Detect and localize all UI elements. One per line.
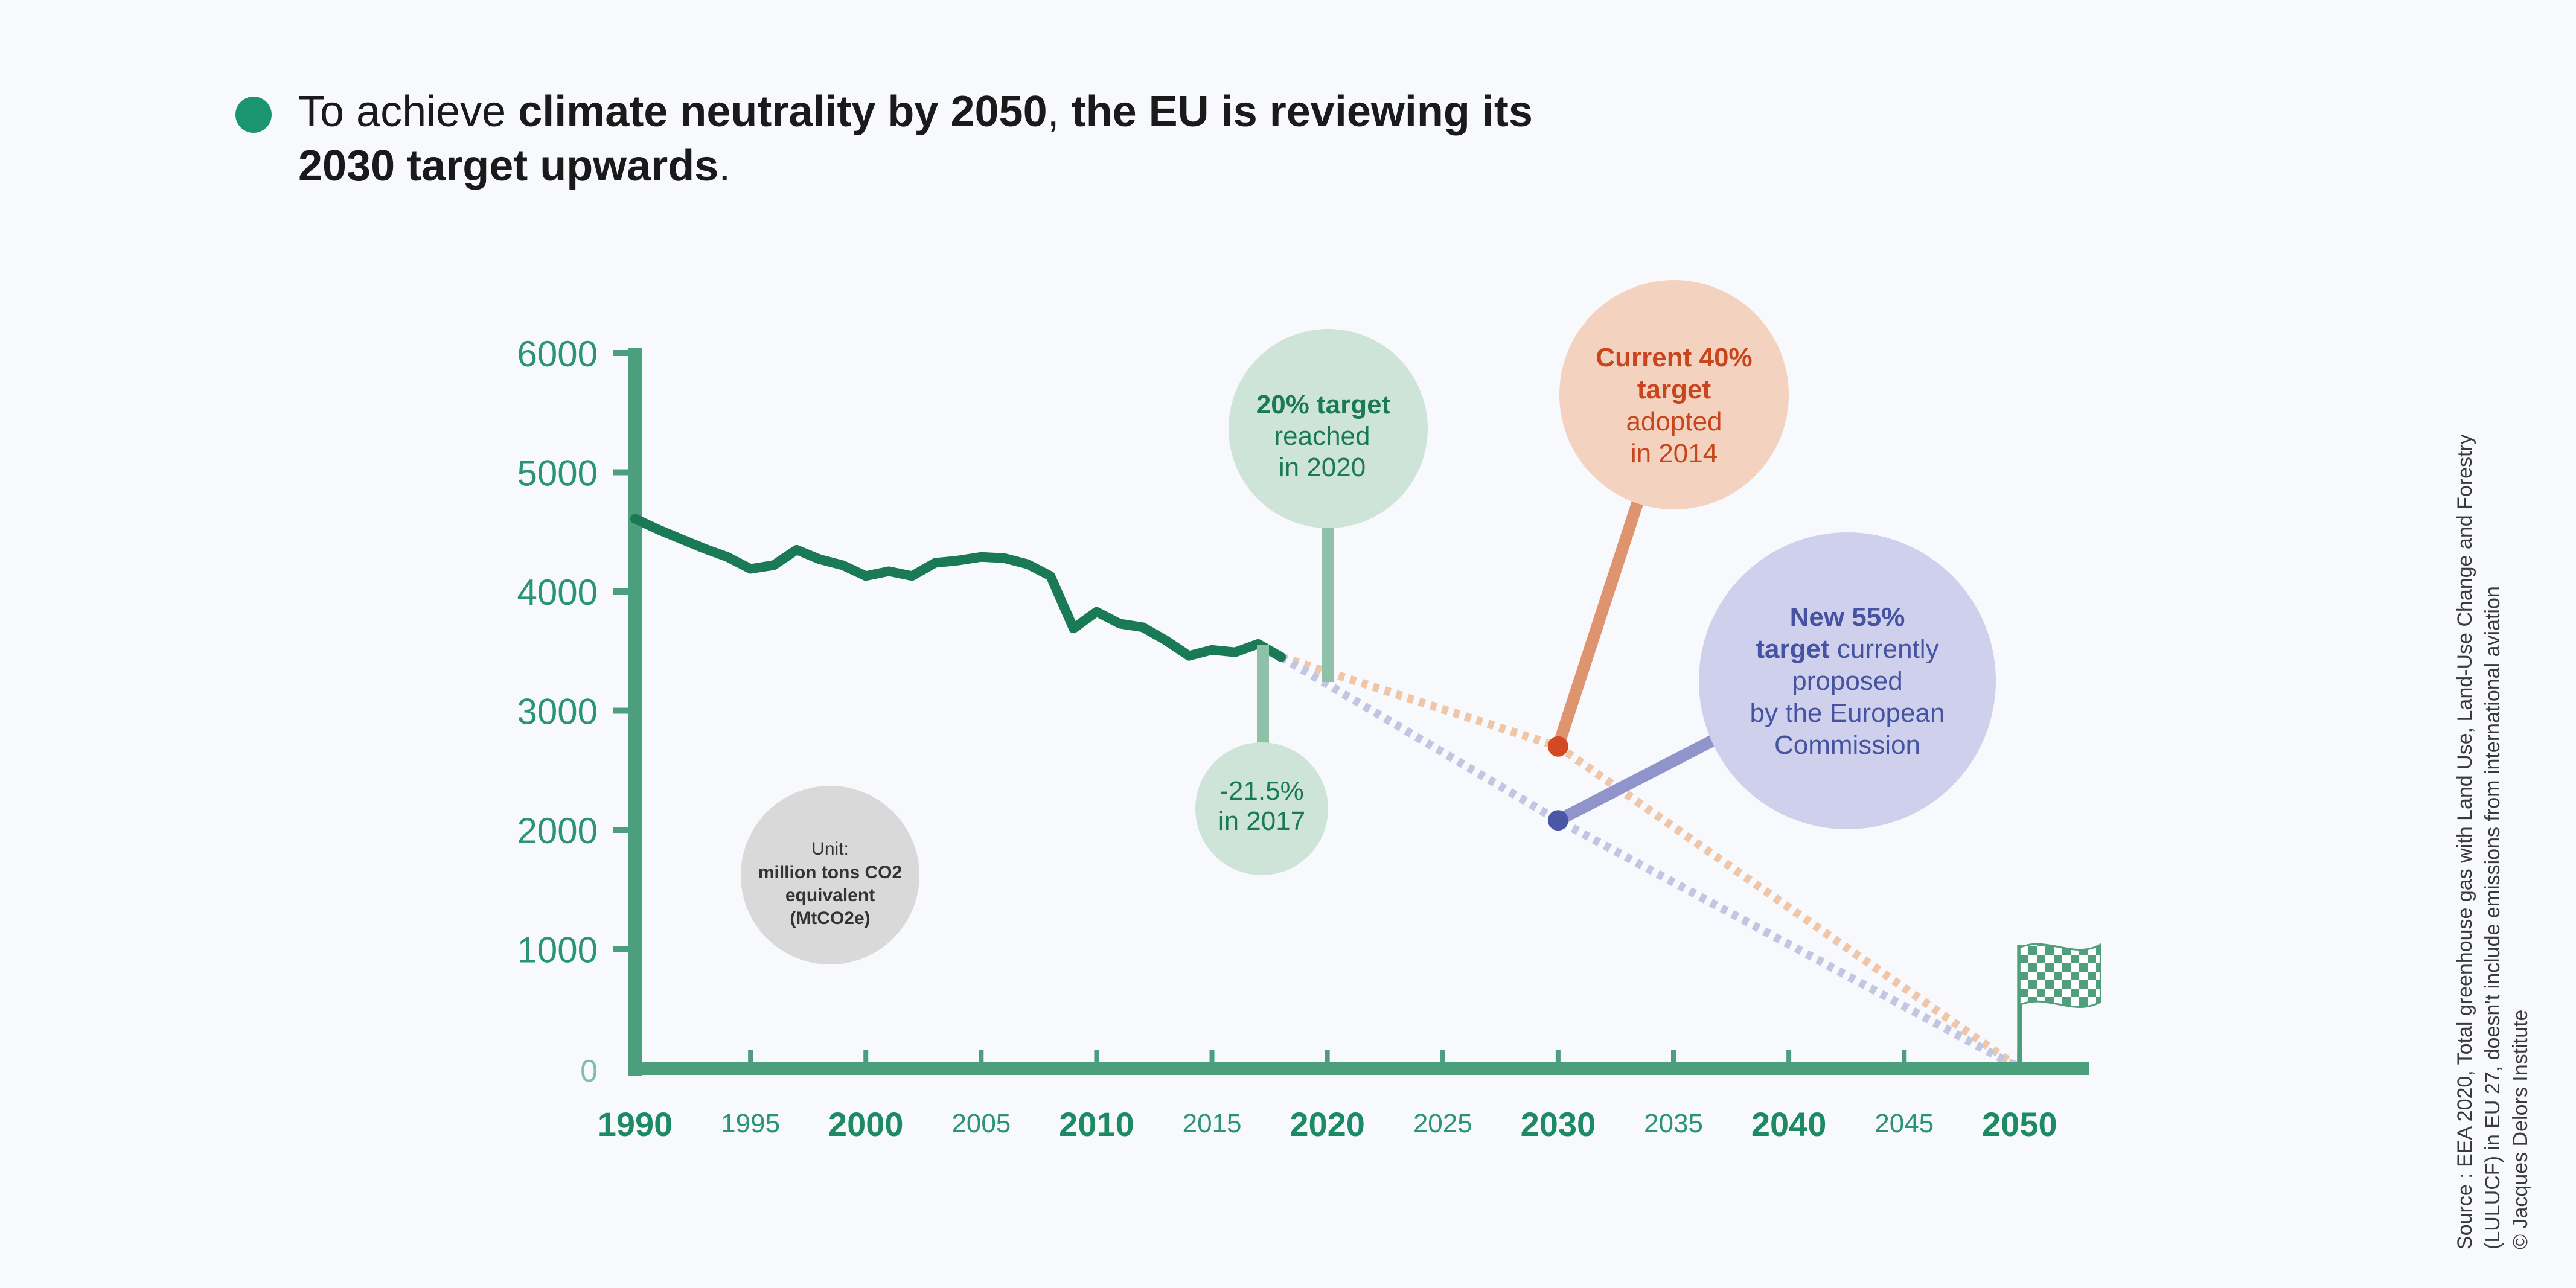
target-40-bubble bbox=[1559, 280, 1789, 509]
title-suffix: . bbox=[718, 142, 731, 190]
target-40-point bbox=[1547, 736, 1568, 757]
target-40-label: Current 40% bbox=[1596, 343, 1752, 372]
x-tick-label: 1995 bbox=[721, 1109, 780, 1138]
y-tick-label: 2000 bbox=[517, 811, 598, 851]
x-tick-label: 2000 bbox=[828, 1105, 904, 1143]
x-tick-label: 2040 bbox=[1751, 1105, 1827, 1143]
source-note: Source : EEA 2020, Total greenhouse gas … bbox=[2451, 284, 2534, 1249]
y-tick-label: 3000 bbox=[517, 692, 598, 732]
unit-label: (MtCO2e) bbox=[790, 908, 870, 928]
target-40-label: in 2014 bbox=[1631, 439, 1718, 468]
target-55-stem bbox=[1555, 728, 1730, 826]
copyright: © Jacques Delors Institute bbox=[2509, 1009, 2532, 1249]
target-20-label: reached bbox=[1274, 421, 1370, 451]
x-tick-label: 2025 bbox=[1413, 1109, 1472, 1138]
target-20-bubble bbox=[1229, 329, 1428, 528]
title-prefix: To achieve bbox=[298, 88, 519, 136]
y-tick-label: 0 bbox=[580, 1054, 598, 1089]
title-bold-2: the EU is reviewing its 2030 target upwa… bbox=[298, 88, 1533, 190]
reduction-label: -21.5% bbox=[1219, 776, 1303, 806]
target-55-point bbox=[1547, 810, 1568, 831]
source-line-2: (LULUCF) in EU 27, doesn't include emiss… bbox=[2481, 586, 2504, 1249]
x-tick-label: 2005 bbox=[951, 1109, 1011, 1138]
target-55-bubble bbox=[1699, 532, 1996, 829]
reduction-label: in 2017 bbox=[1218, 806, 1305, 836]
unit-label: million tons CO2 bbox=[758, 862, 902, 882]
source-line-1: Source : EEA 2020, Total greenhouse gas … bbox=[2453, 434, 2476, 1249]
x-tick-label: 1990 bbox=[598, 1105, 673, 1143]
target-20-label: 20% target bbox=[1256, 390, 1391, 419]
y-tick-label: 5000 bbox=[517, 453, 598, 494]
page-title: To achieve climate neutrality by 2050, t… bbox=[298, 84, 1626, 193]
x-tick-label: 2020 bbox=[1290, 1105, 1365, 1143]
reduction-bubble bbox=[1195, 742, 1328, 875]
unit-label: Unit: bbox=[811, 839, 849, 859]
unit-bubble bbox=[741, 786, 919, 964]
target-40-label: adopted bbox=[1626, 407, 1722, 436]
x-tick-label: 2010 bbox=[1059, 1105, 1134, 1143]
y-tick-label: 1000 bbox=[517, 930, 598, 971]
target-40-stem bbox=[1552, 496, 1645, 748]
x-tick-label: 2030 bbox=[1521, 1105, 1596, 1143]
target-55-label: by the European bbox=[1750, 698, 1945, 728]
y-tick-label: 4000 bbox=[517, 572, 598, 613]
target-55-label: target currently bbox=[1756, 634, 1938, 664]
target-40-label: target bbox=[1637, 375, 1711, 404]
historical-emissions-line bbox=[630, 514, 1286, 662]
y-tick-label: 6000 bbox=[517, 334, 598, 374]
target-55-label: proposed bbox=[1792, 666, 1902, 696]
x-tick-label: 2015 bbox=[1183, 1109, 1242, 1138]
x-tick-label: 2045 bbox=[1874, 1109, 1934, 1138]
unit-label: equivalent bbox=[785, 885, 875, 905]
target-55-label: Commission bbox=[1774, 730, 1920, 760]
bullet-dot bbox=[235, 97, 272, 133]
title-comma: , bbox=[1047, 88, 1072, 136]
x-tick-label: 2035 bbox=[1644, 1109, 1703, 1138]
target-55-label: New 55% bbox=[1790, 602, 1905, 632]
target-20-label: in 2020 bbox=[1279, 453, 1366, 482]
title-bold-1: climate neutrality by 2050 bbox=[518, 88, 1047, 136]
x-tick-label: 2050 bbox=[1982, 1105, 2057, 1143]
finish-flag-icon bbox=[2018, 943, 2101, 1008]
